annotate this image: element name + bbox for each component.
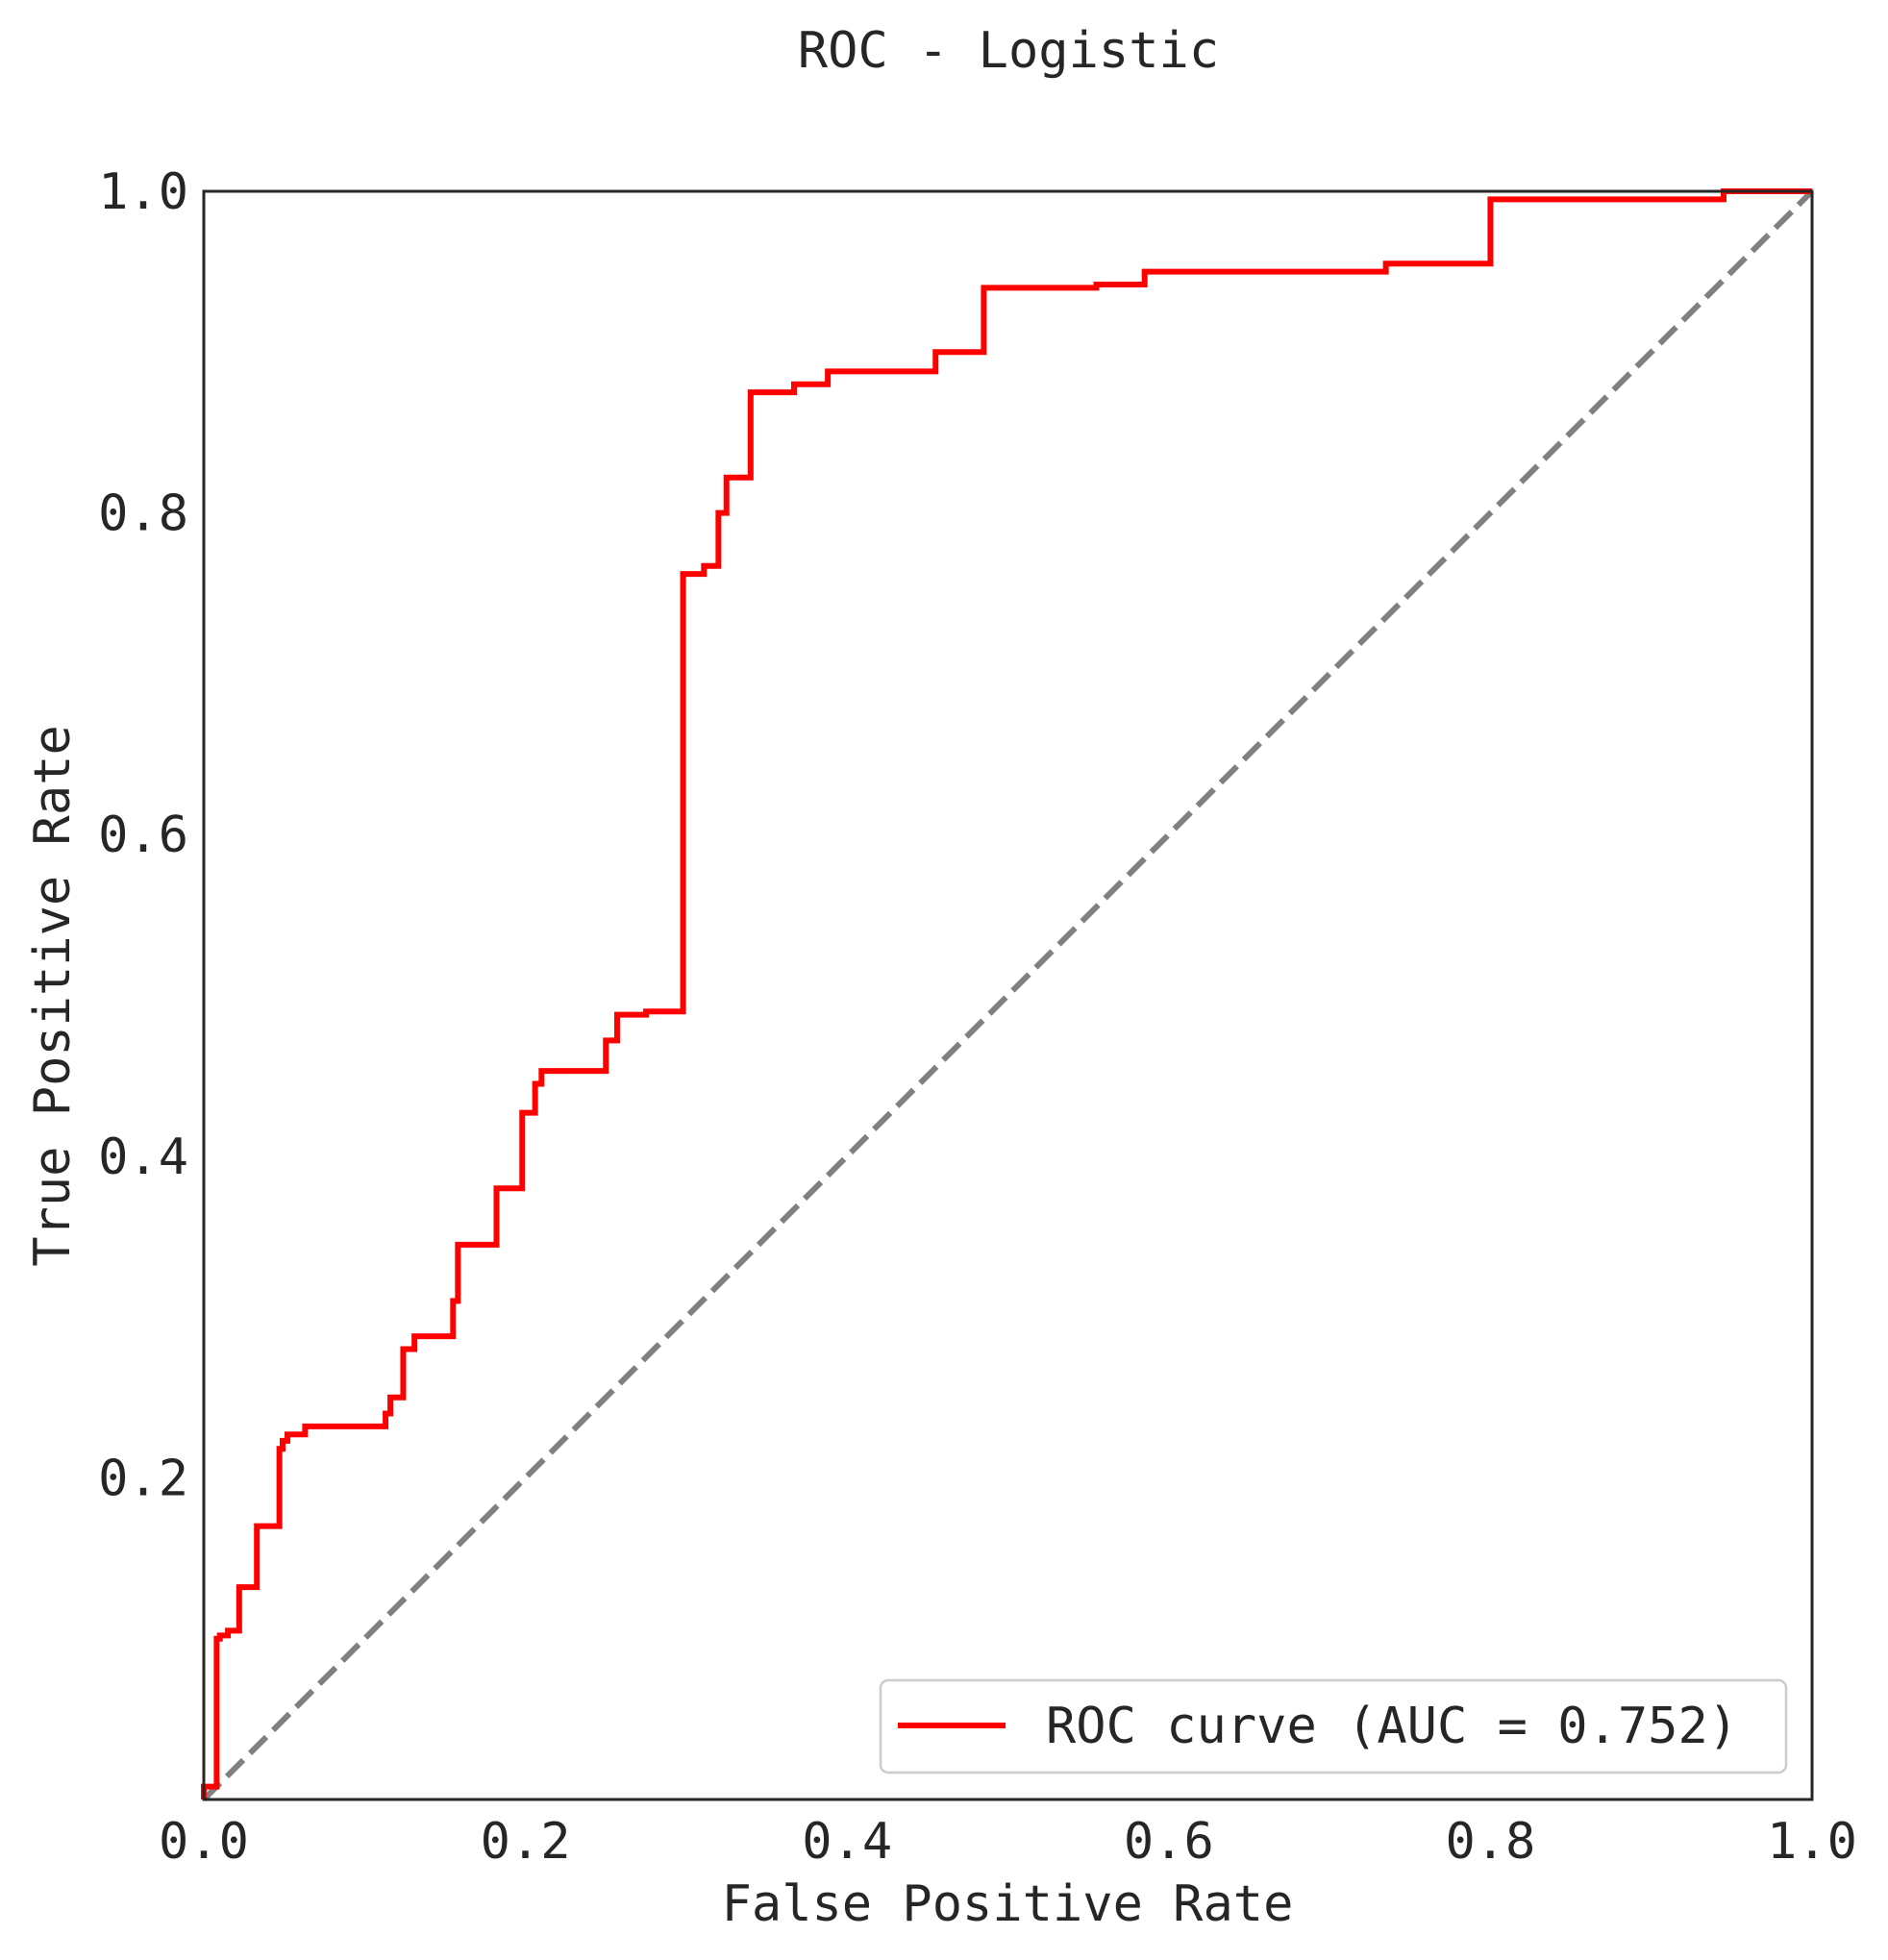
y-tick-label: 0.2 <box>98 1450 188 1507</box>
legend: ROC curve (AUC = 0.752) <box>879 1678 1788 1774</box>
y-tick-label: 1.0 <box>98 163 188 221</box>
y-tick-label: 0.6 <box>98 806 188 864</box>
legend-label: ROC curve (AUC = 0.752) <box>1046 1698 1738 1755</box>
series-layer <box>201 188 1815 1802</box>
x-tick-label: 0.4 <box>802 1813 892 1871</box>
chart-title: ROC - Logistic <box>798 22 1219 80</box>
y-tick-label: 0.8 <box>98 485 188 543</box>
roc-curve-line <box>201 188 1812 1799</box>
plot-frame <box>202 189 1814 1801</box>
y-axis-label: True Positive Rate <box>24 725 82 1267</box>
y-tick-label: 0.4 <box>98 1129 188 1186</box>
x-tick-label: 0.2 <box>481 1813 571 1871</box>
y-axis-ticks: 0.2 0.4 0.6 0.8 1.0 <box>98 163 188 1507</box>
x-tick-label: 0.8 <box>1445 1813 1535 1871</box>
x-axis-label: False Positive Rate <box>722 1875 1294 1933</box>
diagonal-reference-line <box>201 188 1815 1802</box>
x-tick-label: 1.0 <box>1767 1813 1857 1871</box>
x-tick-label: 0.6 <box>1124 1813 1214 1871</box>
x-axis-ticks: 0.0 0.2 0.4 0.6 0.8 1.0 <box>159 1813 1857 1871</box>
x-tick-label: 0.0 <box>159 1813 249 1871</box>
legend-box <box>879 1678 1788 1774</box>
